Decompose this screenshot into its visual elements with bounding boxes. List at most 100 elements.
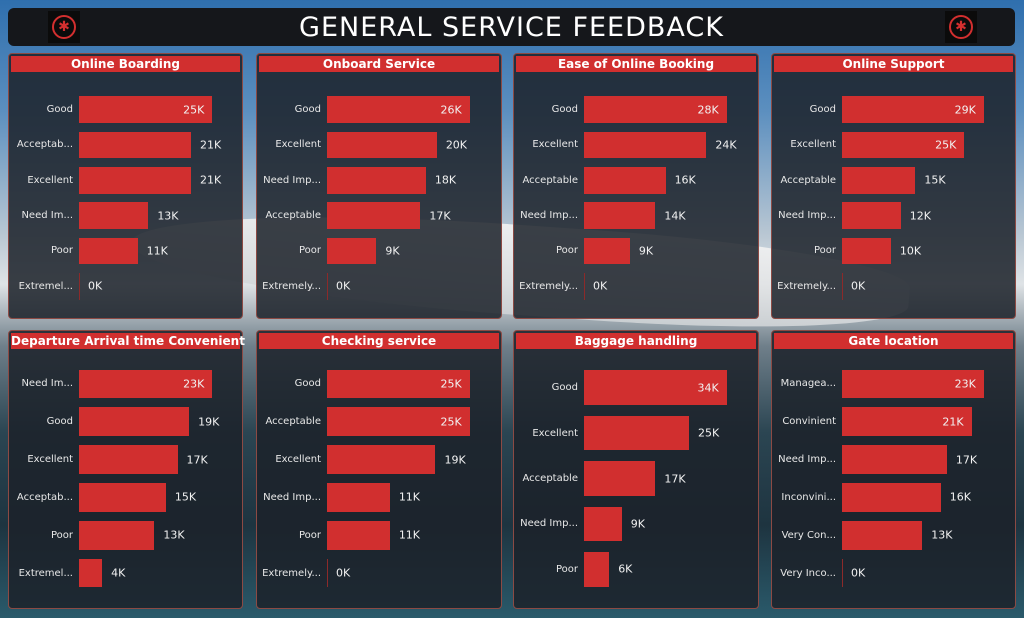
- bar[interactable]: [79, 166, 191, 194]
- bar[interactable]: [842, 166, 916, 194]
- chart-panel[interactable]: Onboard Service Good 26K Excellent 20K Need I…: [256, 53, 502, 319]
- chart-panel[interactable]: Gate location Managea... 23K Convinient 21K N…: [771, 330, 1016, 609]
- bar[interactable]: [327, 520, 390, 550]
- bar[interactable]: [327, 272, 328, 300]
- bar[interactable]: [842, 272, 843, 300]
- bar[interactable]: [327, 202, 421, 230]
- bar[interactable]: [327, 166, 426, 194]
- bar-row[interactable]: Acceptab... 21K: [9, 127, 234, 162]
- bar[interactable]: [79, 483, 166, 512]
- bar-row[interactable]: Poor 11K: [257, 516, 493, 554]
- bar-row[interactable]: Good 26K: [257, 92, 493, 127]
- bar-row[interactable]: Poor 11K: [9, 233, 234, 268]
- chart-panel[interactable]: Baggage handling Good 34K Excellent 25K Accep…: [513, 330, 759, 609]
- bar[interactable]: [327, 558, 328, 588]
- bar-row[interactable]: Need Im... 13K: [9, 198, 234, 233]
- bar[interactable]: [327, 483, 390, 512]
- bar[interactable]: [584, 415, 689, 451]
- bar-row[interactable]: Good 25K: [9, 92, 234, 127]
- bar-row[interactable]: Excellent 19K: [257, 441, 493, 479]
- bar[interactable]: [79, 237, 138, 265]
- bar[interactable]: 26K: [327, 96, 470, 124]
- bar-row[interactable]: Excellent 25K: [772, 127, 1007, 162]
- chart-panel[interactable]: Departure Arrival time Convenient Need Im…: [8, 330, 245, 609]
- bar[interactable]: [584, 272, 585, 300]
- bar-row[interactable]: Need Imp... 12K: [772, 198, 1007, 233]
- bar[interactable]: [842, 483, 941, 512]
- bar-row[interactable]: Poor 6K: [514, 547, 750, 592]
- bar[interactable]: [842, 237, 891, 265]
- bar[interactable]: 23K: [842, 369, 984, 399]
- bar[interactable]: [584, 506, 622, 542]
- bar[interactable]: 25K: [327, 369, 470, 399]
- bar-row[interactable]: Extremely... 0K: [257, 269, 493, 304]
- chart-panel[interactable]: Checking service Good 25K Acceptable 25K Exce…: [256, 330, 502, 609]
- bar-row[interactable]: Inconvini... 16K: [772, 478, 1007, 516]
- bar[interactable]: 25K: [79, 96, 213, 124]
- chart-panel[interactable]: Online Support Good 29K Excellent 25K Accepta…: [771, 53, 1016, 319]
- bar-row[interactable]: Need Imp... 11K: [257, 478, 493, 516]
- bar-row[interactable]: Acceptable 17K: [257, 198, 493, 233]
- bar[interactable]: [584, 131, 707, 159]
- bar[interactable]: [79, 445, 178, 474]
- bar-row[interactable]: Need Imp... 14K: [514, 198, 750, 233]
- bar-row[interactable]: Poor 13K: [9, 516, 234, 554]
- bar[interactable]: [327, 237, 377, 265]
- bar[interactable]: [79, 202, 149, 230]
- bar[interactable]: [79, 407, 190, 437]
- bar-row[interactable]: Good 29K: [772, 92, 1007, 127]
- bar[interactable]: [79, 520, 155, 550]
- bar-row[interactable]: Extremel... 0K: [9, 269, 234, 304]
- bar[interactable]: [79, 131, 191, 159]
- bar[interactable]: 28K: [584, 96, 727, 124]
- bar-row[interactable]: Very Inco... 0K: [772, 554, 1007, 592]
- bar[interactable]: 21K: [842, 407, 972, 437]
- bar-row[interactable]: Acceptable 15K: [772, 163, 1007, 198]
- bar-row[interactable]: Good 34K: [514, 365, 750, 410]
- bar-row[interactable]: Need Imp... 18K: [257, 163, 493, 198]
- chart-panel[interactable]: Ease of Online Booking Good 28K Excellent 24…: [513, 53, 759, 319]
- bar[interactable]: [327, 131, 437, 159]
- bar-row[interactable]: Very Con... 13K: [772, 516, 1007, 554]
- bar[interactable]: [327, 445, 436, 474]
- bar-row[interactable]: Acceptable 25K: [257, 403, 493, 441]
- bar[interactable]: [584, 166, 666, 194]
- bar[interactable]: [584, 461, 656, 496]
- bar-row[interactable]: Extremely... 0K: [514, 269, 750, 304]
- bar-row[interactable]: Acceptable 16K: [514, 163, 750, 198]
- bar-row[interactable]: Convinient 21K: [772, 403, 1007, 441]
- bar-row[interactable]: Managea... 23K: [772, 365, 1007, 403]
- bar[interactable]: 34K: [584, 370, 727, 405]
- bar-row[interactable]: Excellent 20K: [257, 127, 493, 162]
- bar-row[interactable]: Excellent 24K: [514, 127, 750, 162]
- bar-row[interactable]: Need Imp... 17K: [772, 441, 1007, 479]
- bar[interactable]: [584, 237, 630, 265]
- bar[interactable]: [842, 445, 947, 474]
- bar-row[interactable]: Extremel... 4K: [9, 554, 234, 592]
- bar-row[interactable]: Excellent 25K: [514, 410, 750, 455]
- bar[interactable]: [842, 558, 843, 588]
- bar[interactable]: [79, 558, 103, 588]
- bar-row[interactable]: Need Im... 23K: [9, 365, 234, 403]
- bar[interactable]: [842, 520, 923, 550]
- bar-row[interactable]: Good 25K: [257, 365, 493, 403]
- bar-row[interactable]: Excellent 17K: [9, 441, 234, 479]
- bar-row[interactable]: Acceptab... 15K: [9, 478, 234, 516]
- bar[interactable]: [584, 552, 610, 587]
- bar[interactable]: 23K: [79, 369, 213, 399]
- bar[interactable]: [584, 202, 656, 230]
- bar-row[interactable]: Need Imp... 9K: [514, 501, 750, 546]
- bar-row[interactable]: Acceptable 17K: [514, 456, 750, 501]
- bar-row[interactable]: Poor 9K: [514, 233, 750, 268]
- bar-row[interactable]: Good 19K: [9, 403, 234, 441]
- bar-row[interactable]: Poor 10K: [772, 233, 1007, 268]
- bar[interactable]: [79, 272, 80, 300]
- bar-row[interactable]: Extremely... 0K: [772, 269, 1007, 304]
- bar-row[interactable]: Good 28K: [514, 92, 750, 127]
- bar[interactable]: 25K: [327, 407, 470, 437]
- chart-panel[interactable]: Online Boarding Good 25K Acceptab... 21K Exce…: [8, 53, 243, 319]
- bar-row[interactable]: Extremely... 0K: [257, 554, 493, 592]
- bar[interactable]: [842, 202, 901, 230]
- bar-row[interactable]: Excellent 21K: [9, 163, 234, 198]
- bar[interactable]: 29K: [842, 96, 984, 124]
